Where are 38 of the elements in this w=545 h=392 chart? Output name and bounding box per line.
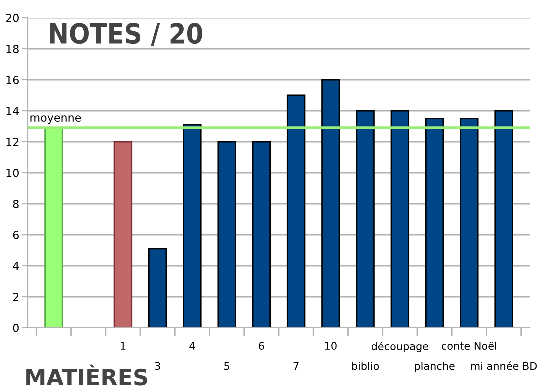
- y-tick-label: 0: [13, 324, 19, 332]
- bar: [183, 124, 202, 328]
- x-tick-label: conte Noël: [442, 342, 496, 350]
- x-tick-label: 6: [259, 342, 264, 350]
- ref-line-label: moyenne: [30, 116, 82, 124]
- x-tick-label: 1: [121, 342, 126, 350]
- x-tick-label: 3: [155, 362, 160, 370]
- y-tick-label: 12: [6, 138, 19, 146]
- bar: [252, 141, 272, 328]
- bar: [425, 118, 444, 328]
- y-tick-label: 2: [13, 292, 19, 302]
- bar: [460, 118, 479, 328]
- chart-title: NOTES / 20: [50, 23, 202, 46]
- y-tick-label: 20: [6, 14, 19, 22]
- y-tick-label: 14: [6, 107, 20, 116]
- bar: [114, 141, 133, 328]
- bar: [494, 110, 514, 328]
- bar: [322, 79, 340, 328]
- y-tick-label: 10: [6, 168, 19, 178]
- y-tick-label: 4: [13, 262, 20, 270]
- y-tick-label: 6: [13, 230, 19, 240]
- x-tick-label: 10: [325, 342, 337, 350]
- x-tick-label: biblio: [352, 362, 380, 370]
- bar: [218, 141, 236, 328]
- x-tick-label: 7: [294, 362, 299, 370]
- bar: [356, 110, 375, 328]
- bar: [148, 248, 168, 328]
- y-tick-label: 18: [6, 44, 19, 54]
- y-tick-label: 8: [13, 200, 19, 208]
- x-axis-title: MATIÈRES: [26, 364, 148, 386]
- x-tick-label: 4: [190, 342, 196, 350]
- x-tick-label: mi année BD: [471, 362, 538, 370]
- x-tick-label: 5: [224, 362, 230, 370]
- x-tick-label: planche: [415, 362, 455, 372]
- x-tick-label: découpage: [372, 342, 428, 352]
- bar: [286, 94, 306, 328]
- bar: [390, 110, 410, 328]
- y-tick-label: 16: [6, 76, 19, 84]
